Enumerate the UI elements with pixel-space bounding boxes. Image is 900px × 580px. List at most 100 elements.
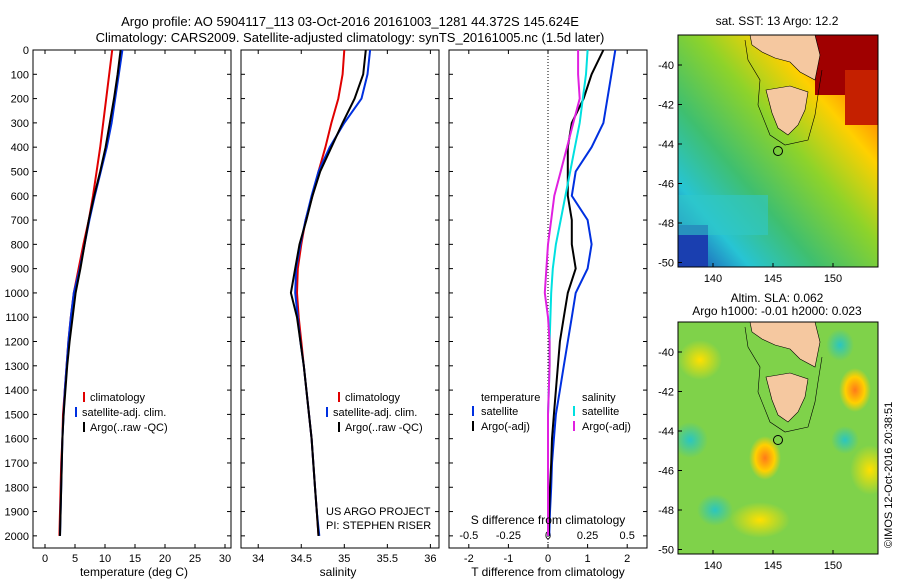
salinity-axis-label: salinity	[320, 565, 357, 579]
difference-series-temperature-satellite	[548, 49, 617, 536]
legend-label-climatology: climatology	[345, 392, 401, 404]
difference-s-tick-label: 0.25	[577, 530, 598, 542]
temperature-x-tick-label: 10	[99, 553, 111, 565]
depth-tick-label: 300	[11, 118, 29, 130]
sst-map-frame	[677, 34, 879, 268]
tasmania-top	[765, 85, 809, 136]
sla-high-anomaly	[749, 436, 781, 480]
sla-anomaly-yellow-2	[730, 502, 790, 538]
difference-series-salinity-argo-adj-	[543, 50, 581, 536]
australia-mainland-bottom	[749, 322, 821, 368]
legend-label-sal-satellite: satellite	[582, 406, 619, 418]
difference-t-tick-label: 0	[545, 553, 551, 565]
sla-low-anomaly-2	[697, 494, 733, 526]
depth-tick-label: 400	[11, 142, 29, 154]
salinity-plot-frame	[240, 49, 440, 549]
difference-t-tick-label: -2	[464, 553, 474, 565]
sst-map-title: sat. SST: 13 Argo: 12.2	[716, 14, 839, 28]
depth-tick-label: 600	[11, 191, 29, 203]
legend-label-temp-satellite: satellite	[481, 406, 518, 418]
map-lat-tick-label: -42	[658, 387, 674, 399]
depth-tick-label: 1300	[5, 361, 29, 373]
map-lat-tick-label: -40	[658, 60, 674, 72]
map-ticks: -40 -42 -44 -46 -48 -50 140 145 150 -40 -42 -44 -46 -…	[658, 60, 842, 572]
temperature-series-argo-raw-qc-	[59, 49, 122, 536]
sst-cool-patch	[678, 195, 768, 235]
temperature-x-tick-label: 20	[159, 553, 171, 565]
map-lat-tick-label: -50	[658, 258, 674, 270]
salinity-x-tick-label: 34	[252, 553, 264, 565]
map-lat-tick-label: -44	[658, 426, 674, 438]
legend-label-argo: Argo(..raw -QC)	[90, 422, 168, 434]
s-difference-axis-label: S difference from climatology	[471, 513, 626, 527]
temperature-legend: climatology satellite-adj. clim. Argo(..…	[75, 392, 168, 434]
difference-s-tick-label: -0.5	[459, 530, 478, 542]
sla-high-anomaly-2	[839, 368, 871, 412]
salinity-x-tick-label: 34.5	[291, 553, 312, 565]
temperature-plot-frame	[32, 49, 232, 549]
sla-low-anomaly-4	[826, 329, 854, 361]
temperature-x-tick-label: 30	[219, 553, 231, 565]
map-lon-tick-label: 150	[824, 560, 842, 572]
map-lat-tick-label: -46	[658, 466, 674, 478]
depth-tick-label: 900	[11, 264, 29, 276]
project-annotation-line-1: US ARGO PROJECT	[326, 506, 431, 518]
depth-tick-label: 0	[23, 45, 29, 57]
legend-label-temp-argo: Argo(-adj)	[481, 421, 530, 433]
temperature-x-tick-label: 5	[72, 553, 78, 565]
map-lat-tick-label: -48	[658, 218, 674, 230]
depth-tick-label: 1800	[5, 482, 29, 494]
map-lon-tick-label: 145	[764, 560, 782, 572]
shelf-contour-bottom	[744, 326, 823, 433]
map-lat-tick-label: -40	[658, 347, 674, 359]
temperature-x-tick-label: 15	[129, 553, 141, 565]
map-lon-tick-label: 150	[824, 273, 842, 285]
sla-map-title-line-2: Argo h1000: -0.01 h2000: 0.023	[692, 304, 862, 318]
map-lat-tick-label: -42	[658, 100, 674, 112]
sst-warm-patch-2	[845, 70, 878, 125]
depth-tick-label: 800	[11, 239, 29, 251]
australia-mainland-top	[749, 35, 821, 81]
depth-tick-label: 700	[11, 215, 29, 227]
figure-title-line-2: Climatology: CARS2009. Satellite-adjuste…	[95, 30, 605, 45]
legend-label-sal-argo: Argo(-adj)	[582, 421, 631, 433]
map-lat-tick-label: -48	[658, 505, 674, 517]
temperature-x-tick-label: 25	[189, 553, 201, 565]
difference-t-tick-label: 2	[624, 553, 630, 565]
figure-title-line-1: Argo profile: AO 5904117_113 03-Oct-2016…	[121, 14, 579, 29]
temperature-x-tick-label: 0	[42, 553, 48, 565]
depth-tick-label: 500	[11, 166, 29, 178]
legend-label-climatology: climatology	[90, 392, 146, 404]
difference-t-tick-label: -1	[504, 553, 514, 565]
depth-tick-label: 1600	[5, 434, 29, 446]
argo-position-marker-bottom	[773, 435, 783, 445]
sst-map	[678, 35, 878, 267]
sla-map-title-line-1: Altim. SLA: 0.062	[731, 291, 824, 305]
legend-label-satellite-adj: satellite-adj. clim.	[333, 407, 417, 419]
depth-tick-label: 1700	[5, 458, 29, 470]
depth-tick-label: 100	[11, 69, 29, 81]
sla-anomaly-yellow	[678, 340, 722, 380]
sla-map-frame	[677, 321, 879, 555]
salinity-x-tick-label: 36	[424, 553, 436, 565]
shelf-contour-top	[744, 39, 823, 146]
map-lon-tick-label: 140	[704, 273, 722, 285]
depth-tick-label: 1000	[5, 288, 29, 300]
tasmania-bottom	[765, 372, 809, 423]
difference-legend: temperature salinity satellite Argo(-adj…	[472, 392, 631, 433]
t-difference-axis-label: T difference from climatology	[471, 565, 625, 579]
map-lon-tick-label: 140	[704, 560, 722, 572]
temperature-axis-label: temperature (deg C)	[80, 565, 188, 579]
argo-position-marker-top	[773, 146, 783, 156]
depth-tick-label: 1100	[5, 312, 29, 324]
depth-tick-label: 200	[11, 94, 29, 106]
sla-anomaly-yellow-3	[850, 445, 878, 495]
sla-map	[678, 322, 878, 554]
depth-tick-label: 1900	[5, 507, 29, 519]
map-lat-tick-label: -44	[658, 139, 674, 151]
map-lat-tick-label: -50	[658, 545, 674, 557]
imos-credit: ©IMOS 12-Oct-2016 20:38:51	[883, 402, 895, 548]
salinity-x-tick-label: 35.5	[377, 553, 398, 565]
legend-label-satellite-adj: satellite-adj. clim.	[82, 407, 166, 419]
